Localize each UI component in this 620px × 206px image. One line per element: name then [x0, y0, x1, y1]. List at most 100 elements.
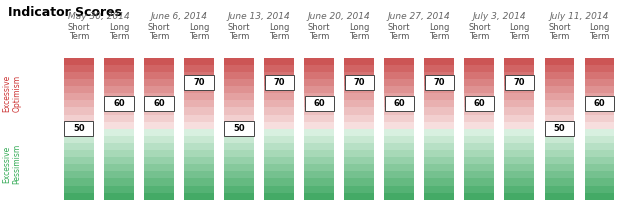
Bar	[104, 58, 134, 65]
Text: 60: 60	[474, 99, 485, 108]
Text: Excessive
Pessimism: Excessive Pessimism	[2, 144, 21, 184]
Text: Indicator Scores: Indicator Scores	[8, 6, 122, 19]
Bar	[544, 93, 574, 100]
Bar	[144, 171, 174, 178]
Bar	[544, 72, 574, 79]
FancyBboxPatch shape	[304, 96, 334, 111]
Bar	[384, 186, 414, 193]
Bar	[144, 193, 174, 200]
Bar	[585, 171, 614, 178]
Bar	[425, 58, 454, 65]
Bar	[144, 178, 174, 186]
Bar	[264, 157, 294, 164]
Bar	[464, 157, 494, 164]
FancyBboxPatch shape	[384, 96, 414, 111]
Bar	[544, 143, 574, 150]
Bar	[505, 143, 534, 150]
Bar	[544, 108, 574, 115]
Bar	[184, 143, 214, 150]
Bar	[505, 65, 534, 72]
Bar	[144, 150, 174, 157]
Bar	[505, 108, 534, 115]
Bar	[384, 58, 414, 65]
Text: Short
Term: Short Term	[388, 22, 410, 41]
Bar	[184, 129, 214, 136]
Bar	[505, 72, 534, 79]
Bar	[425, 150, 454, 157]
Bar	[64, 150, 94, 157]
Bar	[104, 72, 134, 79]
Bar	[184, 186, 214, 193]
Bar	[464, 150, 494, 157]
Bar	[505, 79, 534, 86]
FancyBboxPatch shape	[184, 75, 214, 90]
Bar	[104, 136, 134, 143]
Bar	[464, 79, 494, 86]
Text: 70: 70	[273, 78, 285, 87]
Bar	[304, 72, 334, 79]
Bar	[585, 150, 614, 157]
Bar	[104, 93, 134, 100]
Text: June 13, 2014: June 13, 2014	[228, 12, 290, 21]
Bar	[464, 72, 494, 79]
Bar	[384, 171, 414, 178]
Text: 50: 50	[73, 124, 85, 133]
Bar	[344, 164, 374, 171]
Bar	[344, 136, 374, 143]
Bar	[464, 143, 494, 150]
Bar	[224, 129, 254, 136]
Bar	[464, 164, 494, 171]
Bar	[184, 164, 214, 171]
Bar	[585, 79, 614, 86]
Bar	[264, 143, 294, 150]
Text: 70: 70	[513, 78, 525, 87]
Text: Short
Term: Short Term	[548, 22, 570, 41]
Text: Long
Term: Long Term	[108, 22, 129, 41]
Bar	[264, 193, 294, 200]
Bar	[104, 115, 134, 122]
Bar	[224, 115, 254, 122]
Bar	[304, 193, 334, 200]
Bar	[505, 157, 534, 164]
Bar	[464, 65, 494, 72]
Text: Long
Term: Long Term	[509, 22, 529, 41]
Bar	[264, 100, 294, 108]
Bar	[505, 164, 534, 171]
Bar	[104, 65, 134, 72]
Bar	[184, 108, 214, 115]
FancyBboxPatch shape	[505, 75, 534, 90]
Bar	[224, 164, 254, 171]
Text: Short
Term: Short Term	[148, 22, 171, 41]
Bar	[344, 171, 374, 178]
Bar	[104, 157, 134, 164]
Bar	[264, 79, 294, 86]
Bar	[344, 100, 374, 108]
Bar	[104, 100, 134, 108]
Bar	[344, 58, 374, 65]
Bar	[64, 171, 94, 178]
Bar	[184, 150, 214, 157]
Bar	[425, 193, 454, 200]
Bar	[585, 178, 614, 186]
Bar	[344, 143, 374, 150]
Bar	[144, 164, 174, 171]
Bar	[384, 100, 414, 108]
Bar	[544, 136, 574, 143]
Text: Short
Term: Short Term	[468, 22, 490, 41]
Bar	[505, 136, 534, 143]
Bar	[184, 122, 214, 129]
Bar	[544, 115, 574, 122]
FancyBboxPatch shape	[345, 75, 374, 90]
Bar	[224, 171, 254, 178]
FancyBboxPatch shape	[545, 121, 574, 136]
Bar	[585, 193, 614, 200]
Bar	[544, 171, 574, 178]
Bar	[585, 115, 614, 122]
Bar	[144, 65, 174, 72]
Bar	[304, 58, 334, 65]
Bar	[184, 100, 214, 108]
Bar	[304, 100, 334, 108]
Bar	[304, 108, 334, 115]
Bar	[304, 86, 334, 93]
Bar	[224, 157, 254, 164]
